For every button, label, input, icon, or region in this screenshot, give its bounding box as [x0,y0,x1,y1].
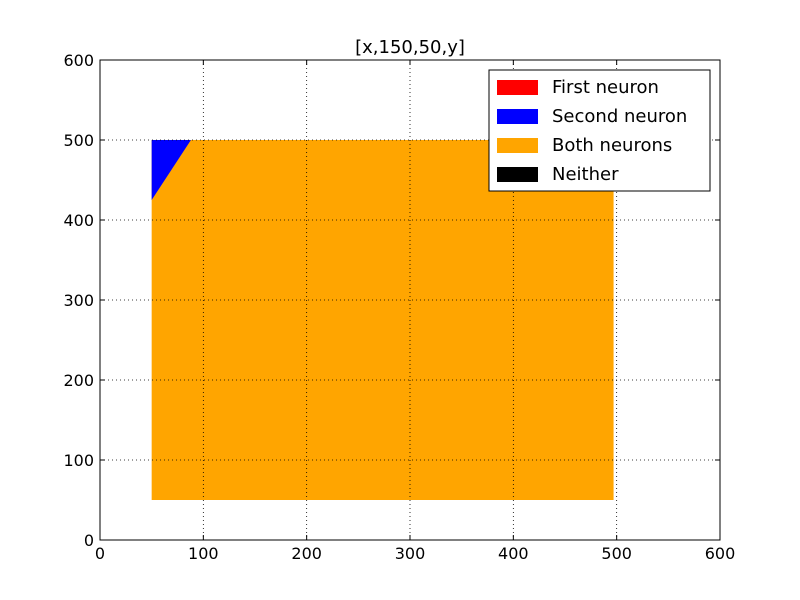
y-axis: 0 100 200 300 400 500 600 [63,51,720,550]
x-tick-label-4: 400 [498,544,529,563]
legend-label-0: First neuron [552,77,659,98]
legend-swatch-2 [497,138,538,153]
y-tick-label-1: 100 [63,451,94,470]
data-regions [151,140,614,500]
legend-swatch-0 [497,80,538,95]
series-1-region-0 [151,140,191,200]
legend-swatch-1 [497,109,538,124]
x-tick-label-6: 600 [705,544,736,563]
legend-label-1: Second neuron [552,106,687,127]
y-tick-label-4: 400 [63,211,94,230]
legend-label-2: Both neurons [552,135,672,156]
x-axis: 0 100 200 300 400 500 600 [95,60,735,563]
legend: First neuron Second neuron Both neurons Nei… [488,69,711,192]
x-tick-label-0: 0 [95,544,105,563]
x-tick-label-2: 200 [291,544,322,563]
chart-title: [x,150,50,y] [355,37,465,58]
legend-swatch-3 [497,167,538,182]
y-tick-label-6: 600 [63,51,94,70]
x-tick-label-3: 300 [395,544,426,563]
legend-label-3: Neither [552,164,619,185]
x-tick-label-1: 100 [188,544,219,563]
y-tick-label-0: 0 [84,531,94,550]
y-tick-label-3: 300 [63,291,94,310]
y-tick-label-2: 200 [63,371,94,390]
y-tick-label-5: 500 [63,131,94,150]
series-2-region-0 [151,140,614,500]
x-tick-label-5: 500 [601,544,632,563]
